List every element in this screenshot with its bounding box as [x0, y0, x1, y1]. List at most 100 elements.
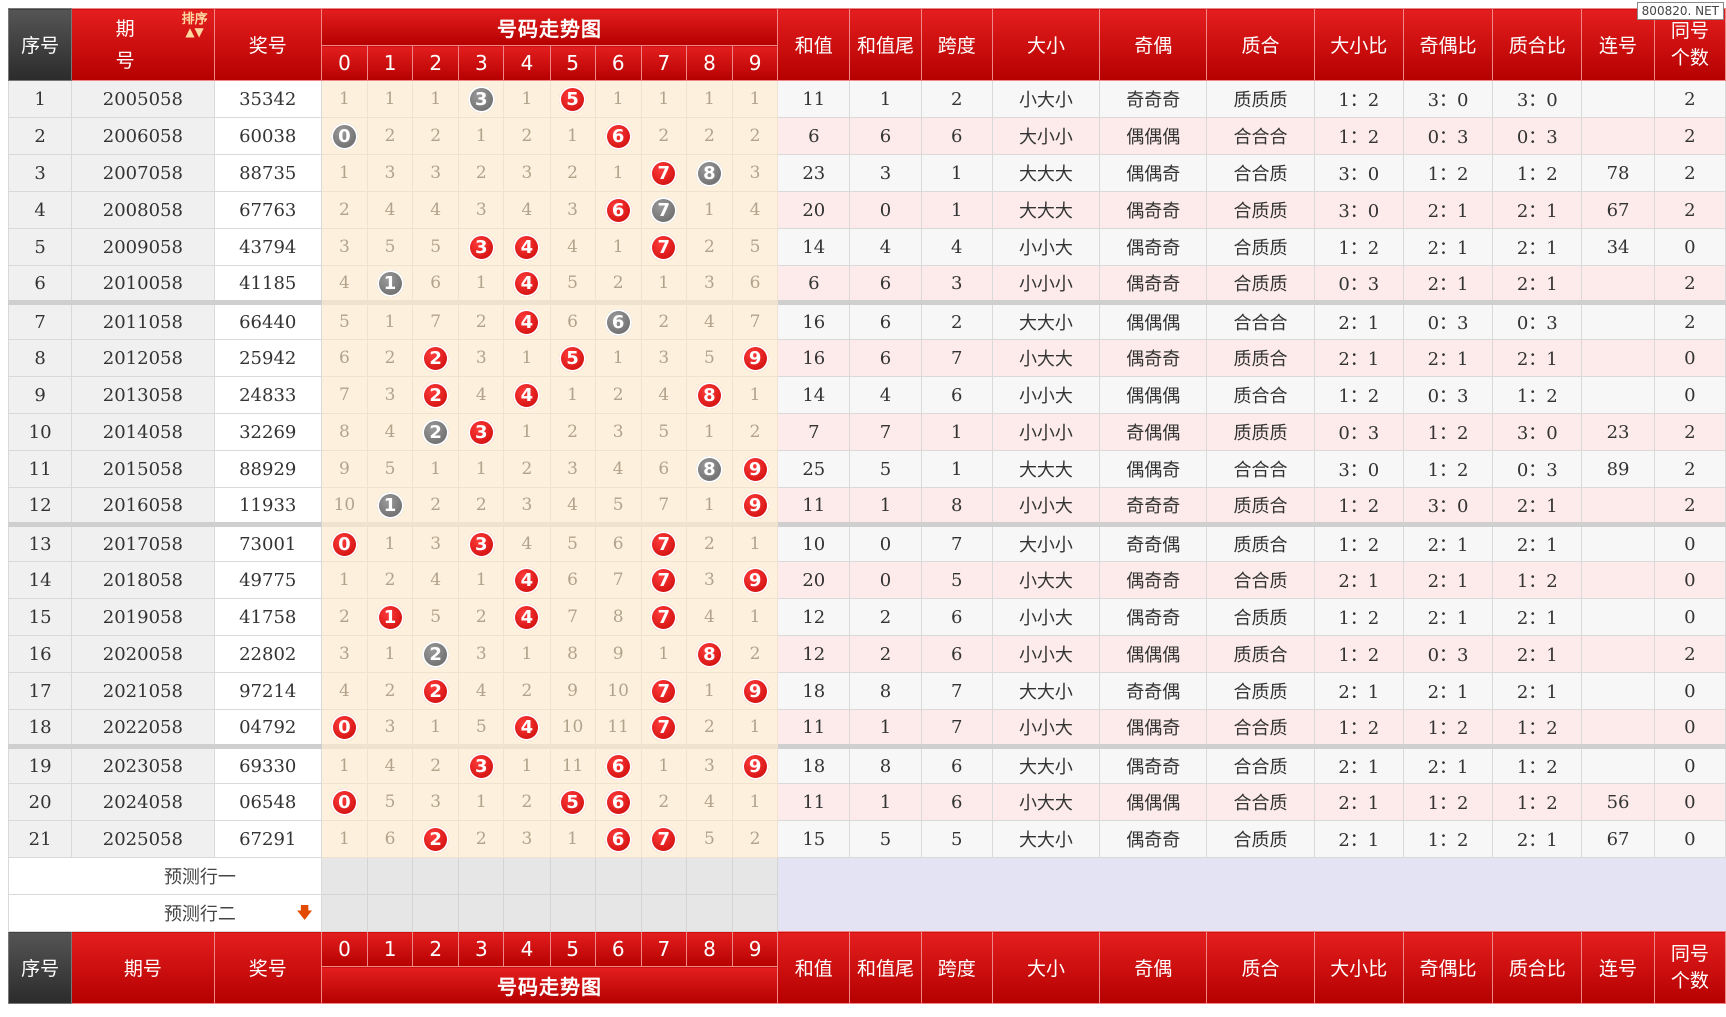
trend-cell-9: 2 [731, 413, 779, 451]
prediction-cell[interactable] [458, 894, 505, 932]
row-span: 5 [920, 820, 993, 858]
miss-count: 4 [475, 385, 487, 405]
prediction-cell[interactable] [412, 894, 460, 932]
miss-count: 1 [749, 717, 761, 737]
row-size: 大大大 [991, 191, 1101, 229]
miss-count: 1 [749, 385, 761, 405]
row-parity: 偶奇奇 [1099, 561, 1208, 599]
row-parity-ratio: 1：2 [1402, 783, 1494, 821]
prediction-cell[interactable] [549, 894, 596, 932]
row-sum-tail: 6 [849, 302, 922, 340]
row-span: 7 [920, 709, 993, 749]
row-consec [1581, 302, 1655, 340]
trend-cell-2: 4 [412, 561, 460, 599]
row-parity-ratio: 3：0 [1402, 80, 1494, 118]
miss-count: 1 [704, 495, 715, 515]
trend-cell-8: 4 [685, 783, 734, 821]
row-size-ratio: 0：3 [1313, 413, 1404, 451]
miss-count: 4 [339, 681, 350, 701]
row-size: 大小小 [991, 117, 1101, 155]
row-sum: 16 [777, 339, 851, 377]
miss-count: 1 [384, 89, 396, 109]
row-parity-ratio: 2：1 [1402, 339, 1494, 377]
prediction-cell[interactable] [549, 857, 596, 895]
row-same-count: 2 [1653, 302, 1726, 340]
trend-cell-6: 10 [594, 672, 642, 710]
miss-count: 10 [333, 495, 356, 515]
trend-cell-0: 1 [320, 561, 369, 599]
trend-cell-3: 3 [458, 413, 505, 451]
trend-cell-0: 2 [320, 191, 369, 229]
trend-cell-2: 2 [412, 339, 460, 377]
prediction-cell[interactable] [458, 857, 505, 895]
prediction-cell[interactable] [503, 894, 551, 932]
trend-cell-4: 2 [503, 672, 551, 710]
miss-count: 3 [521, 163, 533, 183]
table-row: 16 2020058 22802 3 1 2 3 1 8 9 1 8 2 12 2 6 小小大 偶偶偶 质质合 1：2… [7, 635, 1726, 673]
row-parity: 偶奇奇 [1099, 228, 1208, 266]
row-prize: 49775 [213, 561, 322, 599]
miss-count: 4 [384, 422, 396, 442]
row-seq: 5 [7, 228, 73, 266]
row-size: 大大小 [991, 820, 1101, 858]
prediction-cell[interactable] [685, 894, 734, 932]
row-span: 4 [920, 228, 993, 266]
prediction-cell[interactable] [503, 857, 551, 895]
trend-cell-7: 7 [640, 487, 687, 527]
trend-cell-0: 9 [320, 450, 369, 488]
arrow-down-icon[interactable]: 🡇 [296, 903, 313, 922]
trend-cell-2: 4 [412, 191, 460, 229]
row-parity-ratio: 3：0 [1402, 487, 1494, 527]
trend-cell-7: 7 [640, 154, 687, 192]
row-prime-ratio: 2：1 [1492, 598, 1583, 636]
row-parity: 偶奇奇 [1099, 339, 1208, 377]
row-prime: 合合质 [1206, 154, 1315, 192]
prediction-cell[interactable] [366, 894, 414, 932]
trend-cell-1: 1 [366, 524, 414, 562]
trend-cell-5: 10 [549, 709, 596, 749]
row-span: 1 [920, 191, 993, 229]
row-seq: 14 [7, 561, 73, 599]
footer-prime-ratio: 质合比 [1492, 931, 1583, 1004]
trend-cell-9: 2 [731, 117, 779, 155]
row-size-ratio: 1：2 [1313, 598, 1404, 636]
header-issue[interactable]: 期 号 排序 ▲▼ [71, 8, 215, 81]
miss-count: 2 [658, 312, 670, 332]
prediction-cell[interactable] [685, 857, 734, 895]
prediction-cell[interactable] [640, 857, 687, 895]
miss-count: 11 [561, 756, 584, 776]
prediction-cell[interactable] [594, 857, 642, 895]
miss-count: 2 [475, 312, 487, 332]
prediction-cell[interactable] [366, 857, 414, 895]
row-prime: 合质质 [1206, 191, 1315, 229]
row-prime-ratio: 2：1 [1492, 265, 1583, 305]
prediction-cell[interactable] [320, 857, 369, 895]
prediction-cell[interactable] [640, 894, 687, 932]
number-ball-red: 7 [650, 159, 678, 187]
miss-count: 1 [521, 348, 533, 368]
trend-cell-3: 3 [458, 339, 505, 377]
miss-count: 2 [475, 495, 487, 515]
row-consec: 34 [1581, 228, 1655, 266]
row-size-ratio: 1：2 [1313, 376, 1404, 414]
prediction-cell[interactable] [412, 857, 460, 895]
number-ball-red: 6 [604, 752, 632, 780]
sort-icon[interactable]: 排序 ▲▼ [181, 12, 208, 39]
number-ball-grey: 2 [422, 418, 450, 446]
row-prime-ratio: 0：3 [1492, 117, 1583, 155]
number-ball-red: 9 [741, 566, 769, 594]
miss-count: 6 [339, 348, 350, 368]
miss-count: 5 [339, 312, 350, 332]
trend-cell-1: 3 [366, 709, 414, 749]
row-span: 1 [920, 450, 993, 488]
trend-cell-2: 2 [412, 672, 460, 710]
prediction-cell[interactable] [594, 894, 642, 932]
number-ball-grey: 1 [376, 269, 404, 297]
prediction-cell[interactable] [320, 894, 369, 932]
trend-cell-8: 2 [685, 709, 734, 749]
prediction-cell[interactable] [731, 894, 779, 932]
prediction-cell[interactable] [731, 857, 779, 895]
trend-cell-1: 3 [366, 376, 414, 414]
row-size-ratio: 3：0 [1313, 191, 1404, 229]
trend-cell-7: 1 [640, 80, 687, 118]
